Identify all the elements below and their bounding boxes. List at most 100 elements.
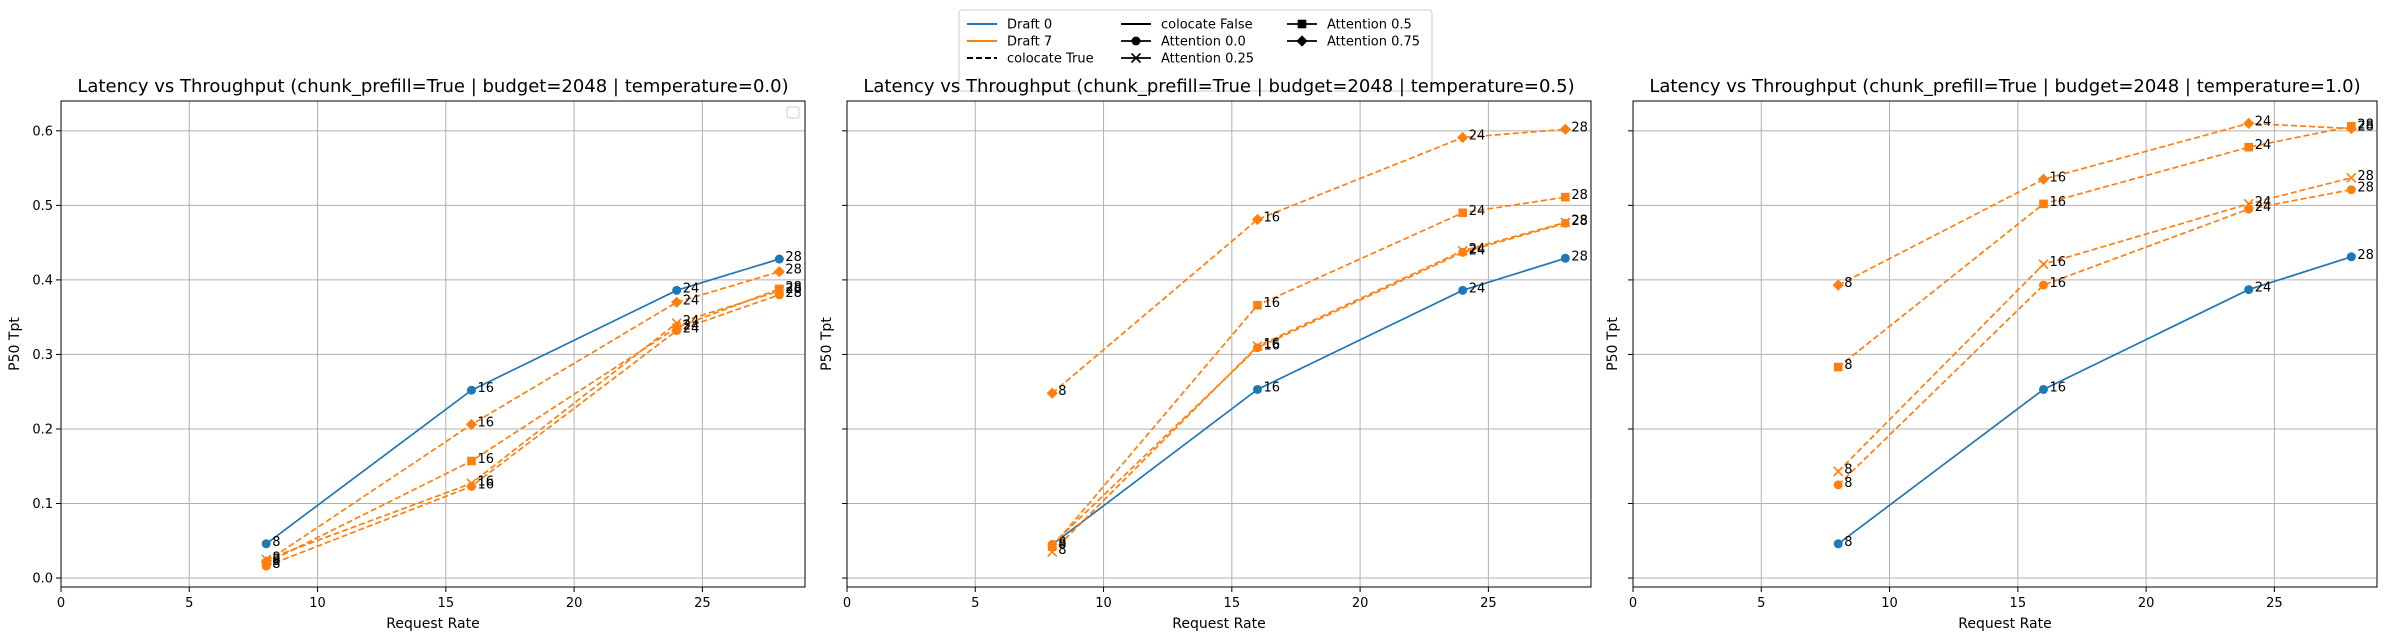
data-point-label: 8 bbox=[1058, 536, 1066, 551]
x-tick-label: 10 bbox=[1881, 596, 1898, 611]
data-point-label: 24 bbox=[683, 293, 700, 308]
data-point-label: 24 bbox=[1469, 242, 1486, 257]
data-point-label: 8 bbox=[1844, 462, 1852, 477]
subplot-2: 0 5 10 15 20 25 Latency vs Throughput (chunk_p… bbox=[819, 76, 1592, 632]
data-point-label: 8 bbox=[272, 557, 280, 572]
data-point-label: 8 bbox=[272, 535, 280, 550]
data-point-label: 8 bbox=[1058, 384, 1066, 399]
data-point-marker bbox=[2346, 252, 2356, 262]
data-point-label: 24 bbox=[2255, 200, 2272, 215]
data-point-label: 16 bbox=[1263, 211, 1280, 226]
legend-label: Draft 0 bbox=[1007, 18, 1052, 33]
y-tick-label: 0.1 bbox=[32, 497, 53, 512]
series-line-draft7-attn0.75 bbox=[1051, 128, 1566, 394]
data-point-label: 8 bbox=[1844, 358, 1852, 373]
x-tick-label: 10 bbox=[309, 596, 326, 611]
series-line-draft7-attn0.75 bbox=[1837, 122, 2352, 286]
data-point-marker bbox=[774, 254, 784, 264]
data-point-label: 16 bbox=[477, 474, 494, 489]
x-tick-label: 15 bbox=[438, 596, 455, 611]
data-point-marker bbox=[1458, 285, 1468, 295]
x-axis-label: Request Rate bbox=[1958, 616, 2051, 632]
data-point-label: 8 bbox=[1058, 543, 1066, 558]
legend-handle bbox=[1121, 36, 1151, 46]
y-tick-label: 0.6 bbox=[32, 124, 53, 139]
series-line-draft7-attn0.25 bbox=[1837, 176, 2352, 473]
data-point-marker bbox=[2038, 280, 2048, 290]
data-point-label: 28 bbox=[2357, 117, 2374, 132]
data-point-marker bbox=[1251, 213, 1264, 226]
series-line-draft7-attn0.5 bbox=[265, 288, 780, 564]
data-point-label: 28 bbox=[2357, 181, 2374, 196]
data-point-marker bbox=[672, 323, 682, 332]
data-point-marker bbox=[1457, 245, 1468, 256]
data-point-label: 8 bbox=[1844, 476, 1852, 491]
x-tick-label: 15 bbox=[1224, 596, 1241, 611]
data-point-marker bbox=[1833, 362, 1843, 372]
data-point-marker bbox=[466, 478, 477, 489]
data-point-label: 16 bbox=[477, 416, 494, 431]
series-line-draft0-attn0.0 bbox=[1051, 257, 1566, 546]
data-point-marker bbox=[260, 556, 272, 568]
x-axis-label: Request Rate bbox=[1172, 616, 1265, 632]
y-axis-label: P50 Tpt bbox=[1605, 317, 1621, 371]
x-tick-label: 0 bbox=[57, 596, 65, 611]
data-point-marker bbox=[1561, 192, 1570, 202]
legend-label: Attention 0.0 bbox=[1161, 35, 1246, 50]
axes-frame bbox=[1632, 100, 2378, 588]
x-tick-label: 5 bbox=[185, 596, 193, 611]
x-tick-label: 25 bbox=[2266, 596, 2283, 611]
series-line-draft7-attn0.5 bbox=[1837, 125, 2352, 368]
y-tick-label: 0.0 bbox=[32, 572, 53, 587]
data-point-marker bbox=[2243, 117, 2255, 129]
data-point-label: 24 bbox=[2255, 114, 2272, 129]
data-point-label: 16 bbox=[2049, 380, 2066, 395]
grid bbox=[1632, 101, 2377, 587]
data-point-label: 16 bbox=[1263, 337, 1280, 352]
data-point-label: 16 bbox=[1263, 296, 1280, 311]
data-point-marker bbox=[2037, 173, 2050, 185]
data-point-label: 28 bbox=[2357, 248, 2374, 263]
legend-label: Draft 7 bbox=[1007, 35, 1052, 50]
data-point-label: 24 bbox=[1469, 243, 1486, 258]
data-point-marker bbox=[2346, 172, 2357, 183]
data-point-label: 16 bbox=[1263, 339, 1280, 354]
data-point-label: 24 bbox=[2255, 195, 2272, 210]
data-point-label: 24 bbox=[1469, 204, 1486, 219]
data-point-label: 28 bbox=[1571, 120, 1588, 135]
subplot-3: 0 5 10 15 20 25 Latency vs Throughput (chunk_p… bbox=[1605, 76, 2378, 632]
data-point-label: 28 bbox=[2357, 169, 2374, 184]
data-point-label: 24 bbox=[1469, 129, 1486, 144]
subplot-title: Latency vs Throughput (chunk_prefill=Tru… bbox=[1649, 76, 2360, 97]
data-point-label: 24 bbox=[683, 322, 700, 337]
subplot-1: 0 5 10 15 20 25 0.0 0.1 0.2 0.3 0.4 0.5 0.6 Latency v… bbox=[7, 76, 806, 632]
legend-handle bbox=[1287, 19, 1317, 29]
data-point-marker bbox=[1559, 123, 1571, 135]
data-point-marker bbox=[1253, 300, 1262, 310]
x-tick-label: 20 bbox=[566, 596, 583, 611]
x-axis-label: Request Rate bbox=[386, 616, 479, 632]
legend-label: Attention 0.25 bbox=[1161, 52, 1254, 67]
data-point-marker bbox=[2038, 384, 2048, 394]
y-tick-label: 0.4 bbox=[32, 273, 53, 288]
data-point-label: 8 bbox=[272, 554, 280, 569]
data-point-marker bbox=[2038, 259, 2049, 270]
legend-marker bbox=[1297, 19, 1307, 29]
data-point-marker bbox=[466, 385, 476, 395]
y-axis-label: P50 Tpt bbox=[819, 317, 835, 371]
series-line-draft0-attn0.0 bbox=[1837, 255, 2352, 545]
data-point-label: 8 bbox=[1844, 535, 1852, 550]
x-tick-label: 25 bbox=[1480, 596, 1497, 611]
data-point-label: 16 bbox=[477, 452, 494, 467]
y-tick-label: 0.3 bbox=[32, 348, 53, 363]
data-point-marker bbox=[1252, 343, 1262, 353]
data-point-marker bbox=[2244, 142, 2254, 152]
series-line-draft7-attn0.0 bbox=[265, 294, 780, 567]
x-tick-label: 25 bbox=[694, 596, 711, 611]
data-point-label: 16 bbox=[2049, 195, 2066, 210]
data-point-label: 8 bbox=[1058, 538, 1066, 553]
data-point-marker bbox=[1047, 542, 1057, 552]
data-point-label: 28 bbox=[785, 282, 802, 297]
data-point-marker bbox=[1833, 480, 1843, 490]
